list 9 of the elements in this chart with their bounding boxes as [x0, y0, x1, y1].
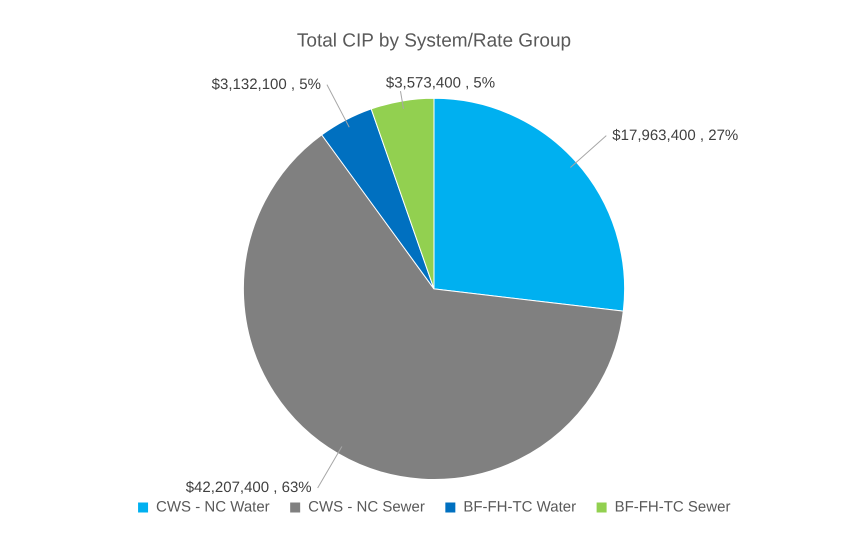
data-label: $42,207,400 , 63% [186, 479, 312, 496]
data-label: $17,963,400 , 27% [612, 126, 738, 144]
data-label: $3,573,400 , 5% [386, 74, 496, 92]
legend-label: CWS - NC Sewer [308, 498, 425, 516]
legend-label: BF-FH-TC Water [463, 498, 576, 516]
chart-title: Total CIP by System/Rate Group [296, 30, 572, 52]
legend-label: BF-FH-TC Sewer [614, 498, 730, 516]
data-label: $3,132,100 , 5% [212, 76, 321, 93]
legend-label: CWS - NC Water [156, 498, 270, 516]
